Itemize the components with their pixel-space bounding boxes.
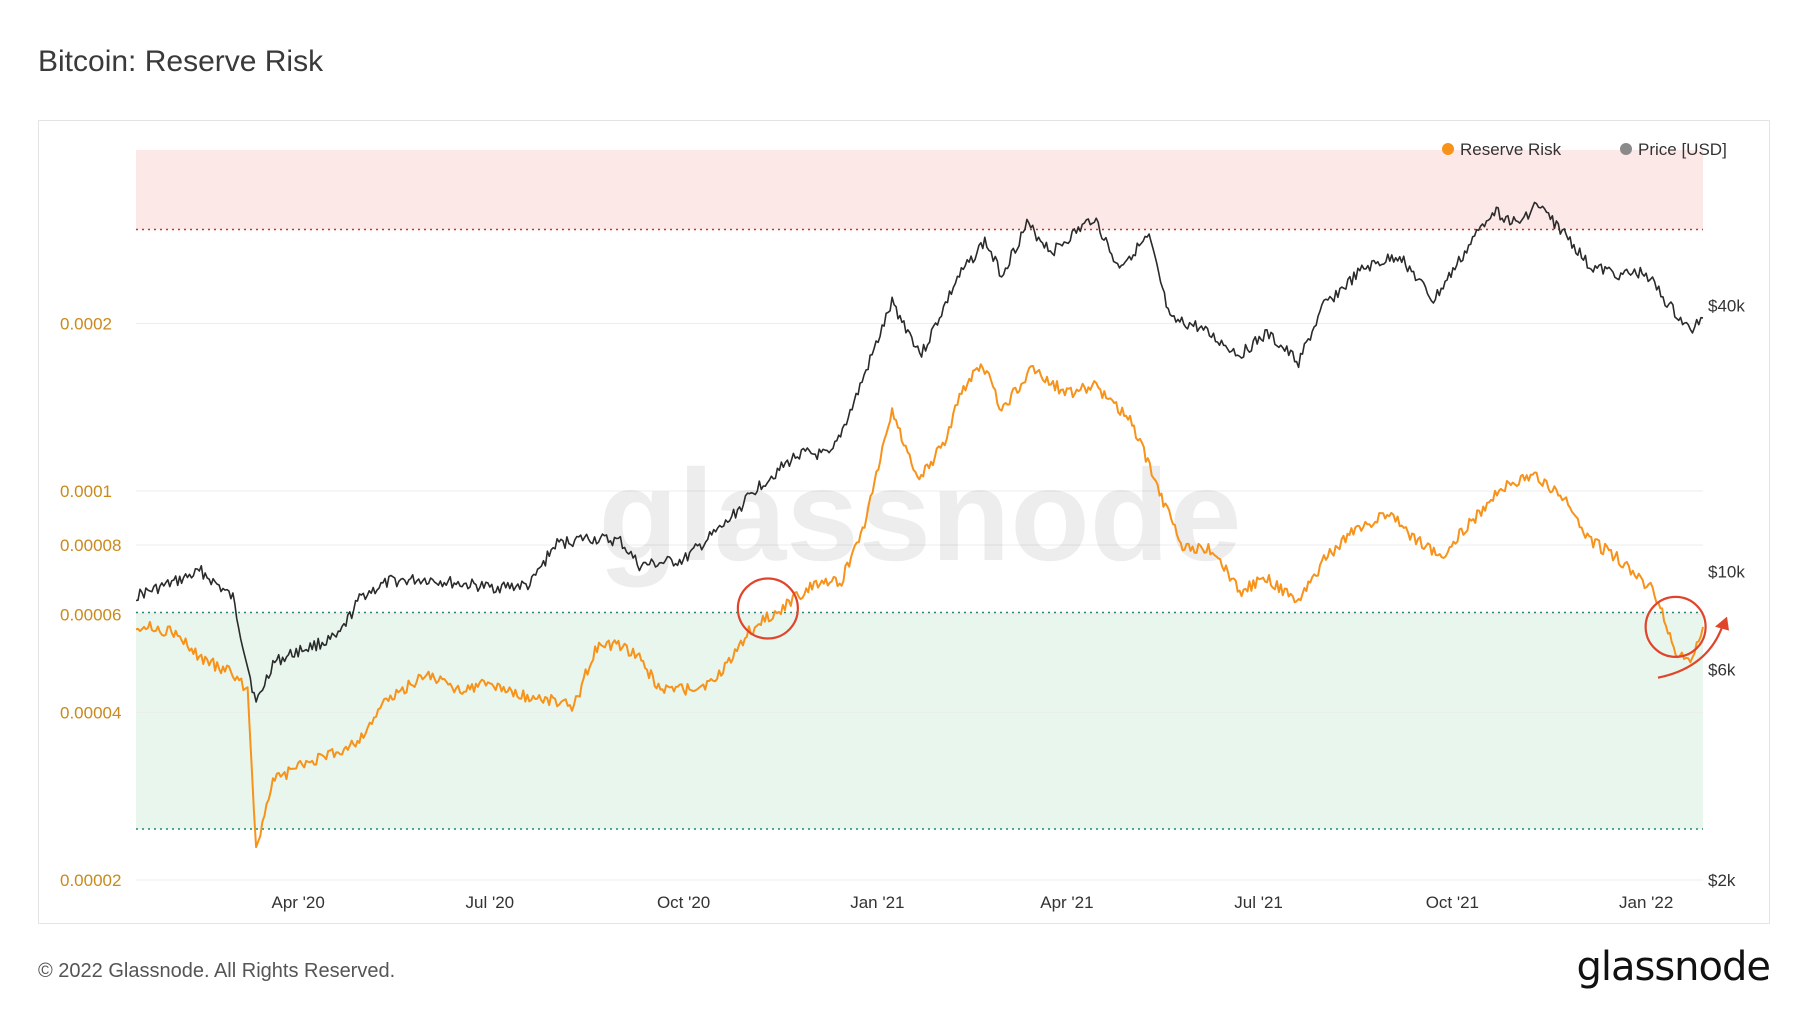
x-axis-tick-label: Apr '21 <box>1040 893 1093 912</box>
left-axis-tick-label: 0.0002 <box>60 314 112 333</box>
legend-marker <box>1620 143 1632 155</box>
watermark-text: glassnode <box>599 442 1242 588</box>
x-axis-tick-label: Oct '21 <box>1426 893 1479 912</box>
left-axis-tick-label: 0.00002 <box>60 871 121 890</box>
legend-marker <box>1442 143 1454 155</box>
copyright-footer: © 2022 Glassnode. All Rights Reserved. <box>38 960 396 982</box>
left-axis-tick-label: 0.00008 <box>60 536 121 555</box>
x-axis-tick-label: Jan '21 <box>850 893 904 912</box>
glassnode-logo: glassnode <box>1576 944 1771 990</box>
right-axis-tick-label: $10k <box>1708 562 1745 581</box>
legend-label: Reserve Risk <box>1460 140 1562 159</box>
chart-frame <box>38 120 1770 924</box>
green-zone-band <box>136 612 1703 829</box>
left-axis-tick-label: 0.00004 <box>60 703 121 722</box>
annotation-circle <box>1644 595 1707 658</box>
left-axis-tick-label: 0.00006 <box>60 605 121 624</box>
x-axis-tick-label: Apr '20 <box>272 893 325 912</box>
right-axis-tick-label: $40k <box>1708 297 1745 316</box>
right-axis-tick-label: $2k <box>1708 871 1736 890</box>
reserve-risk-series-line <box>135 363 1704 849</box>
left-axis-tick-label: 0.0001 <box>60 482 112 501</box>
x-axis-tick-label: Jan '22 <box>1619 893 1673 912</box>
chart-title: Bitcoin: Reserve Risk <box>38 45 324 78</box>
x-axis-tick-label: Oct '20 <box>657 893 710 912</box>
x-axis-tick-label: Jul '20 <box>466 893 515 912</box>
price-series-line <box>135 201 1704 703</box>
legend-label: Price [USD] <box>1638 140 1727 159</box>
annotation-arrowhead <box>1715 616 1729 631</box>
right-axis-tick-label: $6k <box>1708 660 1736 679</box>
annotation-circle <box>736 577 799 640</box>
annotation-arrow <box>1657 624 1725 679</box>
x-axis-tick-label: Jul '21 <box>1234 893 1283 912</box>
red-zone-band <box>136 150 1703 230</box>
